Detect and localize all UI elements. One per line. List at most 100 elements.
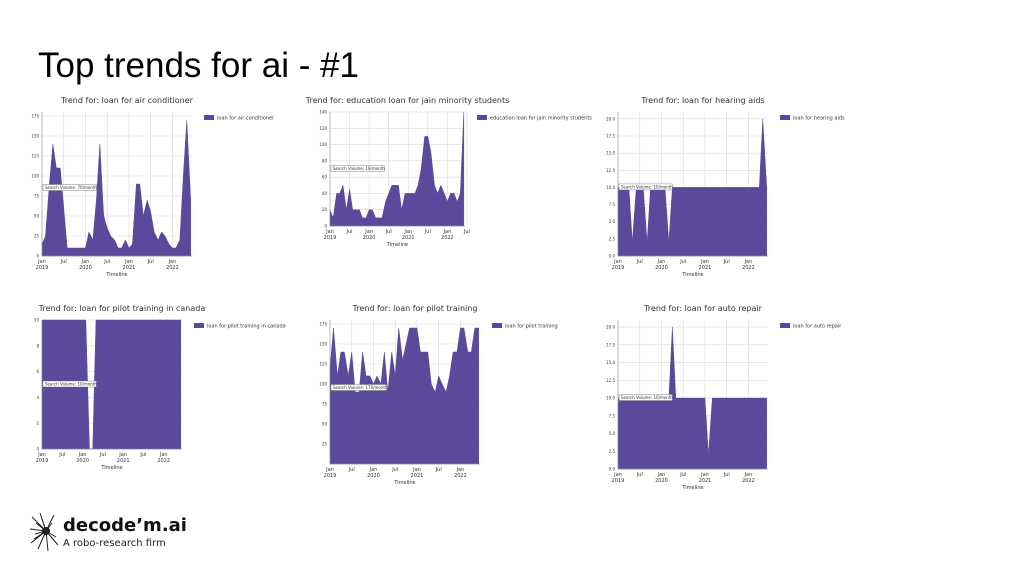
legend-label: loan for air conditioner [217,116,275,122]
x-tick-label: 2021 [411,473,424,479]
chart-title: Trend for: loan for air conditioner [60,96,194,105]
x-tick-label: Jan [744,472,753,478]
x-tick-label: 2020 [367,473,380,479]
y-tick-label: 25 [34,234,40,239]
x-tick-label: Jan [118,452,127,458]
y-tick-label: 75 [34,194,40,199]
y-tick-label: 50 [322,422,328,427]
y-tick-label: 60 [322,175,328,180]
x-tick-label: 2022 [166,265,179,271]
search-volume-box [42,184,97,191]
x-tick-label: Jul [679,259,686,265]
y-tick-label: 17.5 [606,342,615,347]
trend-chart-pilot-training-canada: Trend for: loan for pilot training in ca… [30,300,292,475]
x-tick-label: Jan [78,452,87,458]
x-tick-label: 2022 [742,478,755,484]
search-volume-label: Search Volume: 18/month [333,166,385,171]
x-tick-label: 2019 [612,478,625,484]
x-tick-label: Jan [657,472,666,478]
trend-chart-pilot-training: Trend for: loan for pilot training 25 50 75… [318,300,580,490]
x-tick-label: Jan [613,472,622,478]
y-tick-label: 120 [319,126,327,131]
x-tick-label: 2019 [36,458,49,464]
trend-chart-education-loan-jain: Trend for: education loan for jain minor… [305,92,593,252]
legend-label: education loan for jain minority student… [490,116,592,122]
x-tick-label: Jan [744,259,753,265]
x-tick-label: Jul [103,259,110,265]
legend-swatch [194,323,204,328]
y-tick-label: 5.0 [609,219,616,224]
chart-title: Trend for: loan for hearing aids [640,96,764,105]
x-tick-label: Jul [147,259,154,265]
x-tick-label: 2020 [655,265,668,271]
y-tick-label: 12.5 [606,378,615,383]
x-axis-label: Timeline [393,480,415,486]
x-tick-label: 2021 [699,478,712,484]
x-tick-label: 2021 [117,458,130,464]
trend-chart-hearing-aids: Trend for: loan for hearing aids 0.0 2.5 5.… [606,92,866,282]
area-series [329,111,465,227]
x-tick-label: Jul [679,472,686,478]
x-tick-label: Jan [325,229,334,235]
brand-name: decode’m.ai [63,515,187,536]
x-axis-label: Timeline [100,465,122,471]
x-tick-label: Jul [99,452,106,458]
y-tick-label: 15.0 [606,360,615,365]
y-tick-label: 10.0 [606,185,615,190]
search-volume-label: Search Volume: 10/month [621,184,673,189]
y-tick-label: 150 [319,342,327,347]
x-tick-label: 2022 [157,458,170,464]
y-tick-label: 6 [36,369,39,374]
x-tick-label: Jul [435,467,442,473]
legend-label: loan for hearing aids [793,116,845,122]
x-tick-label: Jan [37,452,46,458]
area-series [41,119,191,257]
y-tick-label: 5.0 [609,431,616,436]
y-tick-label: 100 [319,382,327,387]
x-axis-label: Timeline [681,485,703,491]
x-tick-label: Jul [346,229,353,235]
y-tick-label: 125 [31,154,39,159]
x-tick-label: 2021 [699,265,712,271]
x-tick-label: Jul [385,229,392,235]
y-tick-label: 15.0 [606,151,615,156]
y-tick-label: 50 [34,214,40,219]
y-tick-label: 150 [31,134,39,139]
search-volume-box [618,394,673,401]
y-tick-label: 2 [36,421,39,426]
y-tick-label: 75 [322,402,328,407]
chart-title: Trend for: loan for pilot training [352,304,478,313]
y-tick-label: 10 [34,318,40,323]
brand-tagline: A robo-research firm [63,538,166,549]
x-tick-label: Jul [348,467,355,473]
x-axis-label: Timeline [105,272,127,278]
x-tick-label: Jul [636,259,643,265]
x-tick-label: Jul [636,472,643,478]
x-tick-label: 2022 [441,235,454,241]
y-tick-label: 7.5 [609,413,616,418]
x-tick-label: 2020 [655,478,668,484]
y-tick-label: 100 [31,174,39,179]
x-tick-label: Jan [325,467,334,473]
y-tick-label: 80 [322,158,328,163]
x-tick-label: Jul [60,259,67,265]
y-tick-label: 140 [319,110,327,115]
x-tick-label: Jan [700,472,709,478]
chart-title: Trend for: loan for auto repair [643,304,762,313]
y-tick-label: 175 [319,322,327,327]
legend-swatch [204,115,214,120]
search-volume-label: Search Volume: 10/month [45,382,97,387]
search-volume-label: Search Volume: 170/month [333,385,388,390]
legend-swatch [492,323,502,328]
x-tick-label: 2019 [612,265,625,271]
y-tick-label: 4 [36,395,39,400]
x-tick-label: Jan [613,259,622,265]
y-tick-label: 7.5 [609,202,616,207]
x-tick-label: Jul [723,472,730,478]
x-tick-label: Jan [37,259,46,265]
y-tick-label: 0 [36,447,39,452]
x-tick-label: 2020 [79,265,92,271]
x-tick-label: Jul [139,452,146,458]
x-tick-label: Jan [700,259,709,265]
x-tick-label: 2021 [123,265,136,271]
